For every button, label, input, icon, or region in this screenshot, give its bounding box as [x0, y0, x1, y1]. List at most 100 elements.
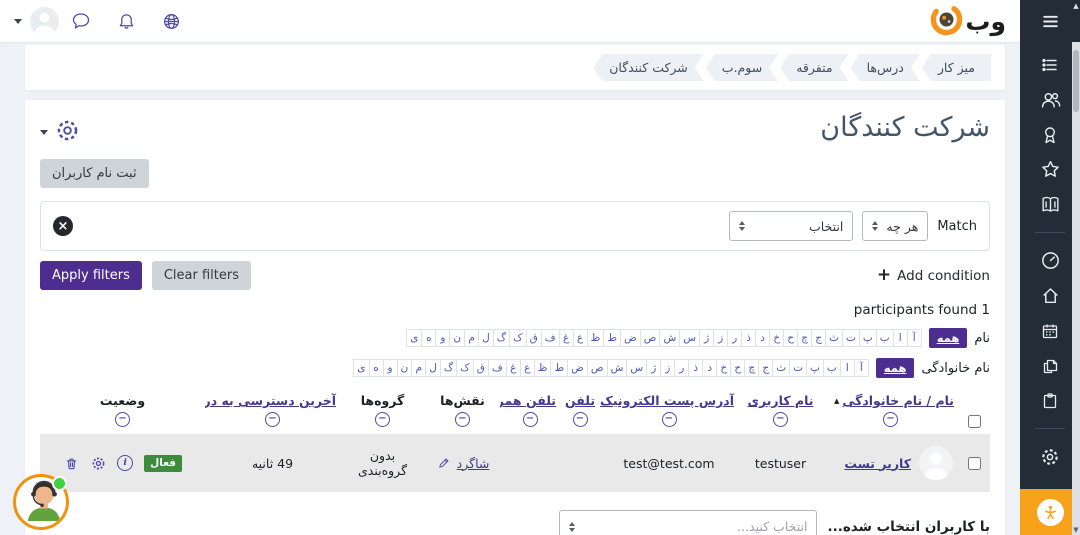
letter-link[interactable]: ت: [842, 329, 860, 347]
hide-column-icon[interactable]: −: [572, 412, 588, 427]
grades-book-icon[interactable]: [1040, 194, 1061, 215]
letter-link[interactable]: ظ: [586, 329, 605, 347]
letter-link[interactable]: ش: [606, 359, 628, 377]
letter-link[interactable]: ح: [730, 359, 746, 377]
course-sections-icon[interactable]: [1040, 54, 1061, 75]
files-copy-icon[interactable]: [1040, 355, 1061, 376]
bulk-actions-select[interactable]: انتخاب کنید...: [559, 510, 818, 535]
page-scrollbar[interactable]: [1072, 42, 1080, 535]
letter-link[interactable]: ل: [478, 329, 494, 347]
enrol-users-button[interactable]: ثبت نام کاربران: [40, 159, 149, 188]
breadcrumb-item[interactable]: متفرقه: [780, 54, 848, 81]
letter-link[interactable]: ل: [425, 359, 441, 377]
messages-chat-icon[interactable]: [71, 11, 91, 31]
letter-link[interactable]: ج: [811, 329, 827, 347]
notifications-bell-icon[interactable]: [116, 11, 136, 31]
letter-link[interactable]: ث: [772, 359, 791, 377]
clear-filters-button[interactable]: Clear filters: [151, 261, 252, 290]
letter-link[interactable]: غ: [505, 359, 521, 377]
select-all-checkbox[interactable]: [968, 415, 981, 428]
letter-link[interactable]: س: [626, 359, 648, 377]
letter-link[interactable]: ص: [586, 359, 608, 377]
support-chat-widget[interactable]: [13, 474, 69, 530]
letter-link[interactable]: ک: [456, 359, 474, 377]
letter-link[interactable]: م: [464, 329, 480, 347]
letter-link[interactable]: چ: [797, 329, 813, 347]
participant-role-link[interactable]: شاگرد: [456, 455, 490, 471]
first-name-all-link[interactable]: همه: [928, 328, 968, 348]
letter-link[interactable]: ز: [713, 329, 729, 347]
letter-link[interactable]: ذ: [688, 359, 704, 377]
letter-link[interactable]: ب: [875, 329, 894, 347]
letter-link[interactable]: ش: [659, 329, 681, 347]
letter-link[interactable]: ض: [567, 359, 588, 377]
user-avatar[interactable]: [30, 6, 59, 36]
sort-phone-link[interactable]: تلفن: [564, 393, 596, 408]
participant-name-link[interactable]: کاربر تست: [844, 455, 911, 471]
sidebar-menu-toggle[interactable]: [1020, 0, 1080, 42]
letter-link[interactable]: پ: [858, 329, 877, 347]
calendar-icon[interactable]: [1040, 320, 1061, 341]
letter-link[interactable]: ف: [487, 359, 507, 377]
letter-link[interactable]: د: [702, 359, 718, 377]
letter-link[interactable]: س: [679, 329, 701, 347]
letter-link[interactable]: ع: [572, 329, 588, 347]
letter-link[interactable]: ر: [727, 329, 743, 347]
letter-link[interactable]: ث: [825, 329, 844, 347]
user-menu-caret-icon[interactable]: [14, 18, 22, 24]
row-checkbox[interactable]: [968, 456, 981, 470]
letter-link[interactable]: ب: [822, 359, 841, 377]
enrolment-info-icon[interactable]: i: [117, 455, 134, 471]
add-condition-link[interactable]: Add condition +: [877, 267, 990, 284]
letter-link[interactable]: غ: [558, 329, 574, 347]
hide-column-icon[interactable]: −: [115, 412, 130, 427]
letter-link[interactable]: آ: [906, 329, 922, 347]
last-name-all-link[interactable]: همه: [875, 358, 915, 378]
hide-column-icon[interactable]: −: [455, 412, 470, 427]
letter-link[interactable]: ی: [406, 329, 423, 347]
sort-email-link[interactable]: آدرس پست الکترونیک: [600, 393, 734, 408]
letter-link[interactable]: ف: [540, 329, 560, 347]
clipboard-icon[interactable]: [1040, 390, 1061, 411]
letter-link[interactable]: ت: [789, 359, 808, 377]
hide-column-icon[interactable]: −: [265, 412, 280, 427]
delete-enrolment-trash-icon[interactable]: [63, 455, 79, 471]
hide-column-icon[interactable]: −: [661, 412, 677, 427]
letter-link[interactable]: م: [411, 359, 427, 377]
letter-link[interactable]: ظ: [533, 359, 552, 377]
scroll-up-arrow[interactable]: ▲: [1073, 2, 1079, 10]
sort-last-access-link[interactable]: آخرین دسترسی به درس: [205, 393, 336, 408]
participant-avatar[interactable]: [919, 446, 953, 480]
letter-link[interactable]: ن: [396, 359, 413, 377]
remove-filter-icon[interactable]: ×: [53, 216, 73, 236]
letter-link[interactable]: پ: [806, 359, 824, 377]
letter-link[interactable]: ط: [603, 329, 622, 347]
letter-link[interactable]: ق: [525, 329, 542, 347]
breadcrumb-item[interactable]: میز کار: [921, 54, 991, 81]
sort-name-link[interactable]: نام / نام خانوادگی: [842, 393, 954, 408]
letter-link[interactable]: ض: [620, 329, 641, 347]
scroll-down-arrow[interactable]: ▼: [1073, 526, 1079, 534]
letter-link[interactable]: ز: [660, 359, 676, 377]
scrollbar-thumb[interactable]: [1073, 50, 1079, 112]
letter-link[interactable]: و: [435, 329, 451, 347]
letter-link[interactable]: ص: [639, 329, 661, 347]
letter-link[interactable]: ذ: [741, 329, 757, 347]
letter-link[interactable]: ج: [758, 359, 774, 377]
letter-link[interactable]: ط: [550, 359, 569, 377]
sort-username-link[interactable]: نام کاربری: [747, 393, 814, 408]
letter-link[interactable]: د: [755, 329, 771, 347]
dashboard-gauge-icon[interactable]: [1040, 250, 1061, 271]
letter-link[interactable]: آ: [853, 359, 869, 377]
course-settings-gear-icon[interactable]: [55, 118, 80, 147]
hide-column-icon[interactable]: −: [773, 412, 788, 427]
letter-link[interactable]: ا: [839, 359, 855, 377]
breadcrumb-item[interactable]: شرکت کنندگان: [593, 54, 704, 81]
letter-link[interactable]: ح: [783, 329, 799, 347]
letter-link[interactable]: ع: [519, 359, 535, 377]
language-globe-icon[interactable]: [161, 11, 181, 31]
site-logo[interactable]: وب: [929, 2, 1006, 41]
accessibility-button[interactable]: [1020, 489, 1080, 535]
apply-filters-button[interactable]: Apply filters: [40, 261, 142, 290]
letter-link[interactable]: ه: [421, 329, 437, 347]
